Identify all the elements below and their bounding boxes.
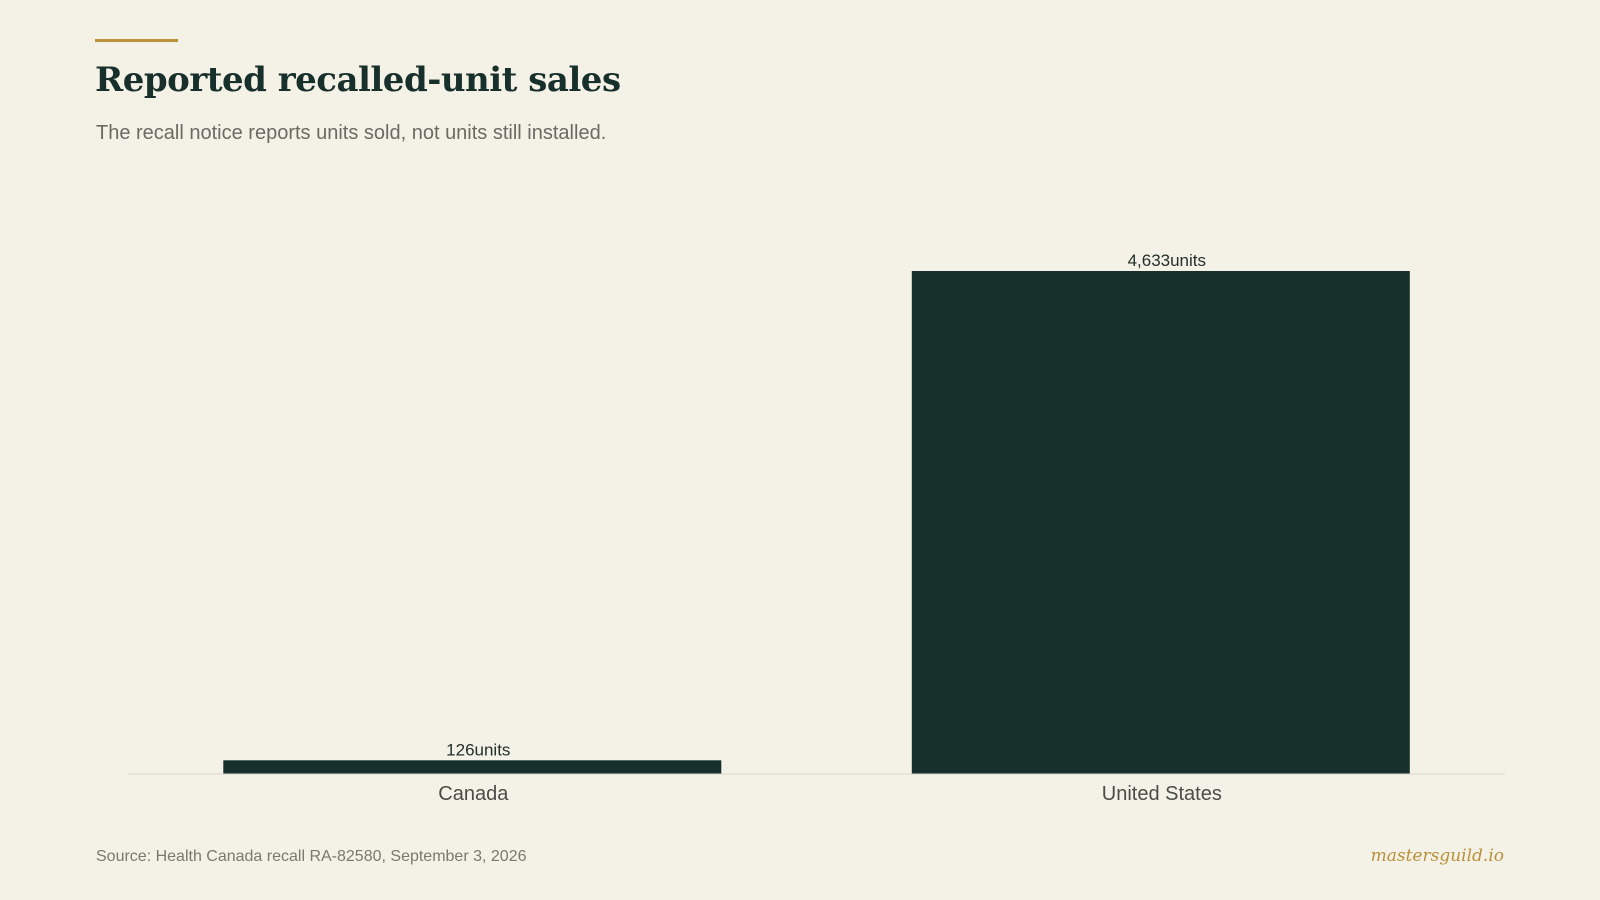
value-label: 126units [446,740,510,759]
bar-canada [223,760,722,774]
chart-title: Reported recalled-unit sales [95,60,621,100]
bars-layer [223,271,1410,774]
chart-subtitle: The recall notice reports units sold, no… [96,122,607,144]
source-note: Source: Health Canada recall RA-82580, S… [96,848,527,865]
labels-layer: 126units Canada 4,633units United States [438,251,1222,805]
brand-wordmark: mastersguild.io [1370,846,1504,866]
x-tick-label: Canada [438,783,509,805]
x-tick-label: United States [1102,783,1222,805]
bar-united-states [911,271,1410,774]
accent-rule [95,39,178,42]
value-label: 4,633units [1128,251,1206,270]
